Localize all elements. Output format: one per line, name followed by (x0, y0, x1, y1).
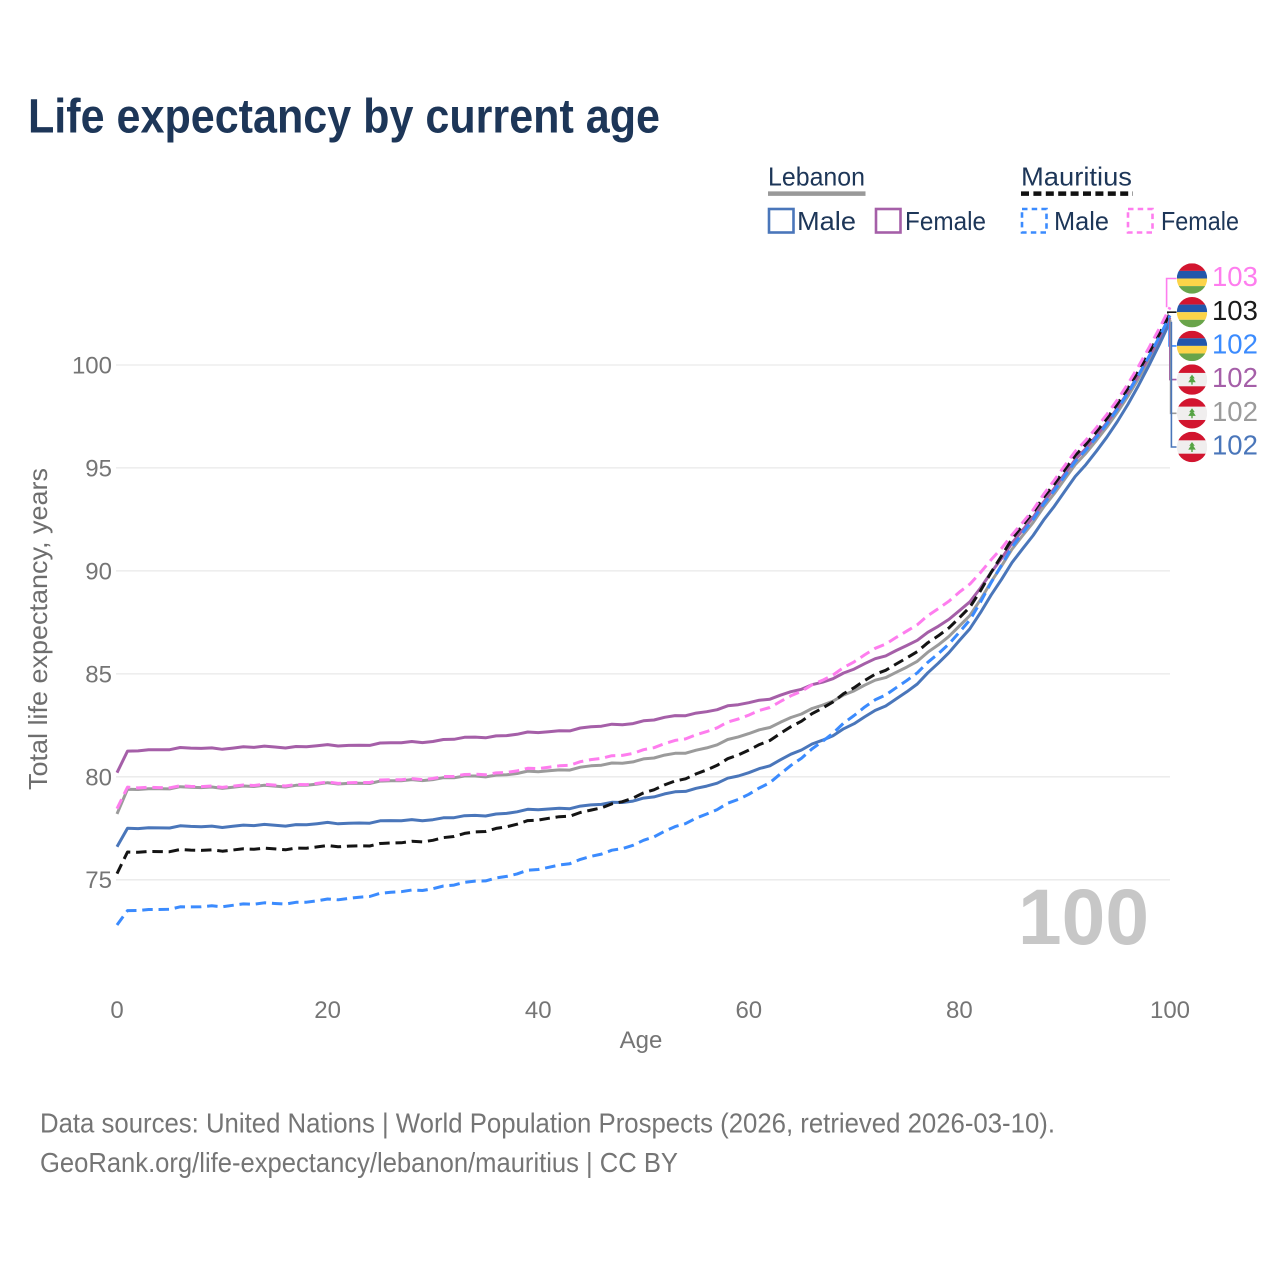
svg-text:102: 102 (1212, 430, 1258, 461)
svg-text:85: 85 (85, 661, 112, 688)
svg-text:Total life expectancy, years: Total life expectancy, years (23, 468, 53, 790)
svg-text:40: 40 (525, 997, 552, 1024)
svg-text:0: 0 (110, 997, 123, 1024)
svg-text:GeoRank.org/life-expectancy/le: GeoRank.org/life-expectancy/lebanon/maur… (40, 1147, 678, 1178)
svg-text:Mauritius: Mauritius (1021, 162, 1132, 192)
svg-text:Female: Female (1161, 206, 1239, 236)
svg-text:Data sources: United Nations |: Data sources: United Nations | World Pop… (40, 1108, 1055, 1139)
svg-text:Lebanon: Lebanon (768, 162, 865, 192)
svg-text:103: 103 (1212, 295, 1258, 326)
svg-text:20: 20 (314, 997, 341, 1024)
svg-text:100: 100 (1018, 872, 1149, 961)
svg-text:103: 103 (1212, 261, 1258, 292)
svg-text:95: 95 (85, 455, 112, 482)
svg-text:Male: Male (1054, 206, 1109, 236)
svg-text:Age: Age (620, 1027, 663, 1054)
svg-text:Female: Female (905, 206, 986, 236)
svg-text:Life expectancy by current age: Life expectancy by current age (28, 91, 660, 144)
svg-text:102: 102 (1212, 329, 1258, 360)
svg-text:100: 100 (72, 353, 112, 380)
svg-text:Male: Male (797, 206, 856, 236)
svg-text:100: 100 (1150, 997, 1190, 1024)
svg-text:90: 90 (85, 558, 112, 585)
svg-text:102: 102 (1212, 396, 1258, 427)
svg-text:75: 75 (85, 867, 112, 894)
svg-text:102: 102 (1212, 362, 1258, 393)
svg-text:80: 80 (85, 764, 112, 791)
svg-text:80: 80 (946, 997, 973, 1024)
svg-text:60: 60 (735, 997, 762, 1024)
